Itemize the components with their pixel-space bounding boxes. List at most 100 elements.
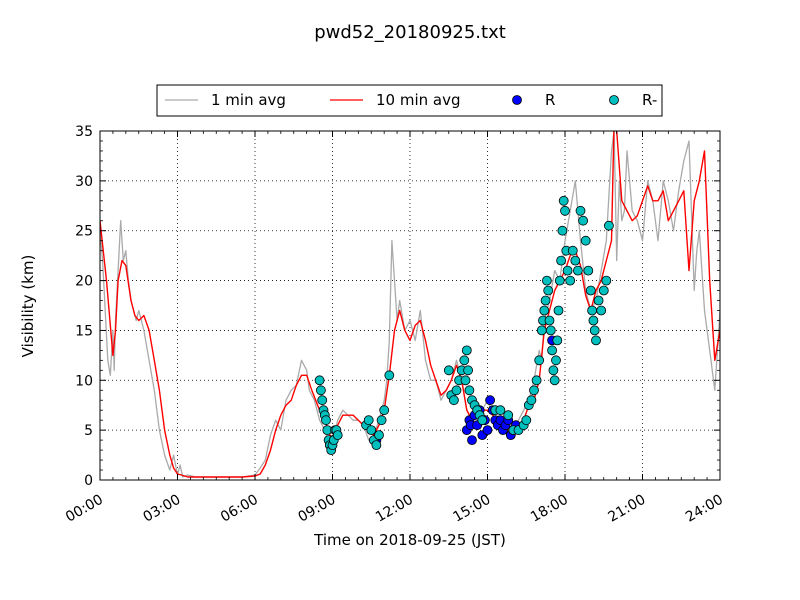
series-point-r-minus bbox=[464, 385, 475, 396]
series-point-r-minus bbox=[589, 325, 600, 336]
series-point-r-minus bbox=[554, 275, 565, 286]
series-point-r-minus bbox=[374, 430, 384, 441]
x-tick-label: 15:00 bbox=[451, 492, 494, 526]
series-point-r-minus bbox=[596, 305, 607, 316]
series-point-r-minus bbox=[583, 265, 594, 276]
x-tick-label: 00:00 bbox=[63, 492, 106, 526]
series-point-r-minus bbox=[604, 220, 614, 231]
legend-swatch-marker bbox=[512, 95, 522, 105]
legend-swatch-marker bbox=[609, 95, 619, 105]
legend-label: 1 min avg bbox=[211, 91, 286, 109]
series-point-r-minus bbox=[526, 395, 537, 406]
series-point-r-minus bbox=[560, 205, 570, 216]
legend: 1 min avg 10 min avg R R- bbox=[156, 84, 663, 117]
series-point-r-minus bbox=[580, 235, 591, 246]
series-point-r-minus bbox=[459, 355, 470, 366]
y-tick-label: 0 bbox=[84, 473, 93, 489]
y-tick-label: 25 bbox=[75, 224, 93, 240]
series-point-r-minus bbox=[591, 335, 601, 346]
series-point-r-minus bbox=[598, 285, 609, 296]
series-point-r-minus bbox=[562, 265, 573, 276]
series-point-r-minus bbox=[321, 415, 331, 426]
series-point-r-minus bbox=[463, 365, 474, 376]
series-point-r-minus bbox=[570, 255, 581, 266]
series-point-r-minus bbox=[552, 335, 563, 346]
series-point-r bbox=[485, 395, 496, 406]
series-point-r-minus bbox=[376, 415, 387, 426]
y-axis-title: Visibility (km) bbox=[19, 255, 37, 358]
series-point-r-minus bbox=[588, 315, 599, 326]
axes: 00:00 03:00 06:00 09:00 12:00 15:00 18:00 21:00… bbox=[63, 124, 726, 526]
series-point-r-minus bbox=[363, 415, 374, 426]
series-point-r-minus bbox=[477, 415, 488, 426]
chart-title: pwd52_20180925.txt bbox=[314, 22, 506, 43]
series-point-r-minus bbox=[545, 325, 556, 336]
series-point-r bbox=[467, 435, 477, 446]
legend-box bbox=[156, 84, 663, 117]
series-point-r-minus bbox=[565, 275, 576, 286]
y-tick-label: 20 bbox=[75, 274, 93, 290]
series-point-r-minus bbox=[384, 370, 395, 381]
series-point-r-minus bbox=[542, 275, 552, 286]
series-point-r-minus bbox=[578, 215, 588, 226]
series-point-r-minus bbox=[585, 285, 596, 296]
series-point-r-minus bbox=[567, 245, 578, 256]
grid bbox=[100, 131, 720, 480]
y-tick-label: 35 bbox=[75, 124, 93, 140]
series-point-r-minus bbox=[529, 385, 539, 396]
y-tick-label: 5 bbox=[84, 423, 93, 439]
series-point-r-minus bbox=[503, 410, 514, 421]
series-point-r-minus bbox=[317, 395, 328, 406]
series-point-r-minus bbox=[601, 275, 612, 286]
series-point-r-minus bbox=[371, 440, 382, 451]
series-point-r-minus bbox=[547, 345, 557, 356]
x-tick-label: 06:00 bbox=[218, 492, 261, 526]
series-point-r-minus bbox=[539, 305, 550, 316]
series-point-r-minus bbox=[551, 355, 561, 366]
series-point-r-minus bbox=[332, 430, 343, 441]
series-point-r-minus bbox=[573, 265, 583, 276]
series-point-r-minus bbox=[315, 385, 326, 396]
series-point-r-minus bbox=[461, 345, 472, 356]
series-point-r-minus bbox=[553, 305, 564, 316]
x-tick-label: 09:00 bbox=[296, 492, 339, 526]
series-point-r-minus bbox=[543, 285, 554, 296]
series-point-r-minus bbox=[544, 315, 555, 326]
series-point-r-minus bbox=[556, 255, 566, 266]
x-tick-label: 03:00 bbox=[141, 492, 184, 526]
plot-area bbox=[100, 131, 720, 478]
series-point-r-minus bbox=[448, 395, 459, 406]
series-point-r-minus bbox=[495, 405, 506, 416]
y-tick-label: 10 bbox=[75, 373, 93, 389]
series-point-r-minus bbox=[575, 205, 586, 216]
x-tick-label: 21:00 bbox=[606, 492, 649, 526]
legend-label: R bbox=[545, 91, 555, 109]
series-point-r-minus bbox=[540, 295, 551, 306]
series-point-r-minus bbox=[558, 195, 569, 206]
series-point-r-minus bbox=[314, 375, 325, 386]
series-point-r-minus bbox=[548, 365, 559, 376]
series-point-r-minus bbox=[521, 415, 532, 426]
x-tick-label: 12:00 bbox=[373, 492, 416, 526]
series-point-r-minus bbox=[451, 385, 462, 396]
series-point-r-minus bbox=[534, 355, 545, 366]
series-point-r-minus bbox=[536, 325, 547, 336]
series-point-r-minus bbox=[366, 425, 377, 436]
series-point-r-minus bbox=[531, 375, 542, 386]
y-tick-label: 30 bbox=[75, 174, 93, 190]
series-point-r-minus bbox=[443, 365, 454, 376]
series-point-r-minus bbox=[460, 375, 471, 386]
y-tick-label: 15 bbox=[75, 323, 93, 339]
series-point-r bbox=[482, 425, 493, 436]
x-tick-label: 24:00 bbox=[683, 492, 726, 526]
series-point-r-minus bbox=[379, 405, 390, 416]
series-point-r-minus bbox=[549, 375, 560, 386]
x-tick-label: 18:00 bbox=[528, 492, 571, 526]
legend-label: 10 min avg bbox=[376, 91, 461, 109]
x-axis-title: Time on 2018-09-25 (JST) bbox=[313, 531, 506, 549]
series-point-r-minus bbox=[587, 305, 597, 316]
series-point-r-minus bbox=[557, 225, 568, 236]
legend-label: R- bbox=[642, 91, 657, 109]
series-point-r-minus bbox=[593, 295, 604, 306]
